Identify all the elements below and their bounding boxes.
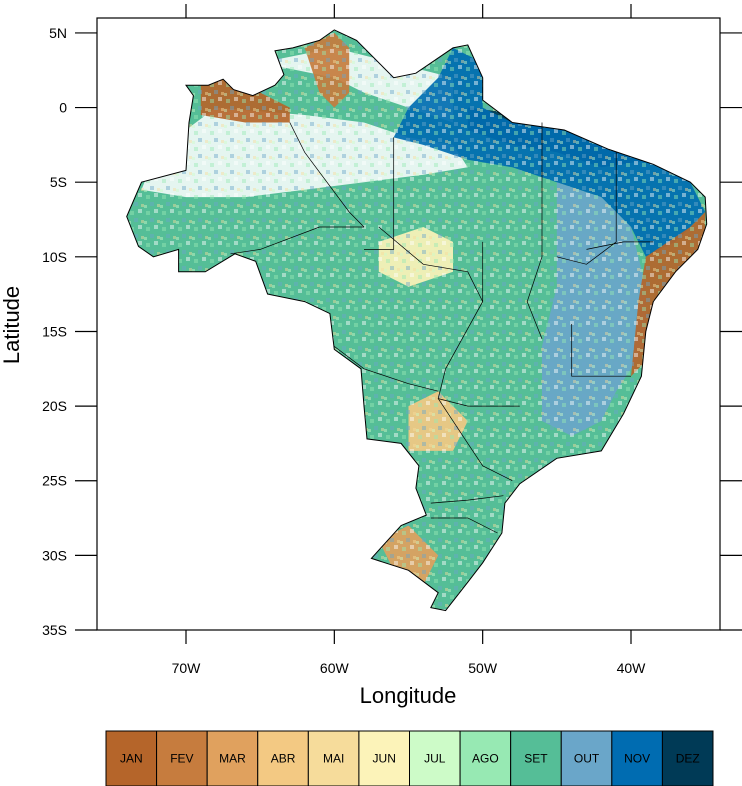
legend-label: FEV	[170, 752, 193, 766]
y-axis-title: Latitude	[0, 286, 24, 364]
y-tick-label: 10S	[42, 249, 67, 265]
legend-swatch-fev	[156, 730, 208, 786]
legend-label: JUL	[424, 752, 446, 766]
legend-swatch-jan	[105, 730, 158, 786]
brazil-outline	[126, 29, 708, 612]
x-tick-label: 70W	[172, 660, 202, 676]
legend-label: ABR	[271, 752, 296, 766]
legend-label: OUT	[574, 752, 600, 766]
y-tick-label: 5S	[50, 174, 67, 190]
legend-label: SET	[524, 752, 548, 766]
y-tick-label: 30S	[42, 547, 67, 563]
x-axis-title: Longitude	[360, 683, 457, 708]
legend-swatch-abr	[257, 730, 309, 786]
legend-label: MAI	[323, 752, 344, 766]
legend-swatch-mar	[206, 730, 259, 786]
legend-label: MAR	[219, 752, 246, 766]
legend: JAN FEV MAR ABR MAI JUN JUL AGO SET OUT NOV DEZ	[105, 730, 714, 786]
state-borders	[230, 122, 654, 534]
y-axis: 5N 0 5S 10S 15S 20S 25S 30S 35S	[42, 25, 742, 638]
legend-swatch-dez	[661, 730, 714, 786]
legend-swatch-set	[510, 730, 562, 786]
legend-swatch-ago	[459, 730, 512, 786]
y-tick-label: 25S	[42, 473, 67, 489]
x-tick-label: 50W	[468, 660, 498, 676]
legend-label: DEZ	[676, 752, 700, 766]
x-axis: 70W 60W 50W 40W	[172, 4, 647, 676]
legend-label: JUN	[373, 752, 396, 766]
legend-swatch-out	[560, 730, 613, 786]
y-tick-label: 15S	[42, 323, 67, 339]
legend-label: AGO	[472, 752, 499, 766]
y-tick-label: 0	[59, 100, 67, 116]
y-tick-label: 35S	[42, 622, 67, 638]
y-tick-label: 20S	[42, 398, 67, 414]
brazil-speckle	[126, 29, 707, 611]
y-tick-label: 5N	[49, 25, 67, 41]
legend-swatch-nov	[611, 730, 663, 786]
legend-label: NOV	[624, 752, 650, 766]
x-tick-label: 60W	[320, 660, 350, 676]
legend-label: JAN	[120, 752, 143, 766]
x-tick-label: 40W	[617, 660, 647, 676]
